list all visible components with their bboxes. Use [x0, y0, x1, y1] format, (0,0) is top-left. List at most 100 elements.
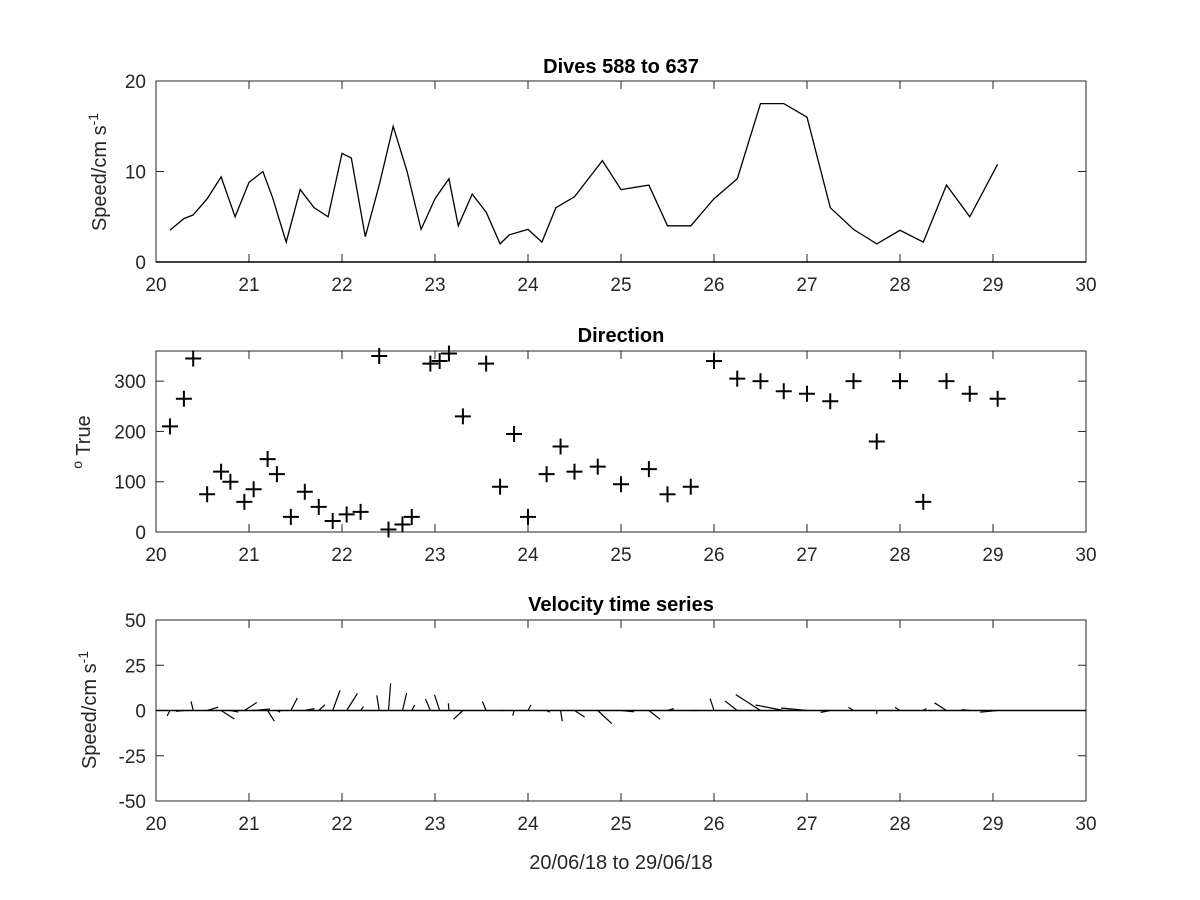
velocity-panel-xlabel: 20/06/18 to 29/06/18: [529, 852, 713, 874]
velocity-panel-velocity-stick: [424, 698, 431, 711]
direction-panel-xtick-label: 26: [703, 545, 724, 566]
direction-panel-xtick-label: 29: [982, 545, 1003, 566]
velocity-panel-velocity-stick: [387, 683, 392, 711]
direction-panel-point: [613, 476, 629, 493]
speed-panel-xtick-label: 22: [331, 275, 352, 296]
velocity-panel-xtick-label: 20: [145, 814, 166, 835]
direction-panel-xtick-label: 23: [424, 545, 445, 566]
velocity-panel-ytick-label: 50: [125, 611, 146, 632]
velocity-panel-velocity-stick: [346, 693, 358, 711]
direction-panel-point: [566, 463, 583, 480]
velocity-panel-velocity-stick: [597, 710, 613, 724]
direction-panel-point: [845, 373, 862, 390]
direction-panel-point: [245, 481, 262, 498]
direction-panel-point: [380, 521, 397, 538]
direction-panel-point: [352, 503, 369, 520]
direction-panel-point: [296, 483, 313, 500]
speed-panel-xtick-label: 26: [703, 275, 724, 296]
direction-panel-point: [552, 438, 569, 455]
velocity-panel-velocity-stick: [934, 702, 947, 712]
velocity-panel-velocity-stick: [481, 701, 487, 711]
velocity-panel-velocity-stick: [401, 692, 408, 711]
direction-panel-point: [752, 373, 769, 390]
velocity-panel-velocity-stick: [735, 694, 761, 712]
direction-panel-point: [268, 466, 285, 483]
direction-panel-point: [222, 473, 239, 490]
speed-panel-xtick-label: 25: [610, 275, 631, 296]
speed-panel-xtick-label: 27: [796, 275, 817, 296]
velocity-panel-velocity-stick: [290, 697, 298, 711]
velocity-panel-velocity-stick: [267, 710, 275, 722]
direction-panel-xtick-label: 27: [796, 545, 817, 566]
velocity-panel-velocity-stick: [230, 709, 239, 713]
velocity-panel-velocity-stick: [894, 706, 901, 712]
direction-panel-point: [868, 433, 885, 450]
velocity-panel-velocity-stick: [453, 710, 464, 720]
direction-panel-point: [799, 385, 815, 402]
velocity-panel-title: Velocity time series: [528, 594, 714, 616]
velocity-panel-velocity-stick: [648, 710, 661, 720]
speed-panel: Dives 588 to 637 Speed/cm s-1 20 21 22 23 24…: [85, 56, 1097, 296]
velocity-panel-velocity-stick: [709, 698, 715, 711]
direction-panel-point: [431, 353, 448, 370]
velocity-panel-ylabel-main: Speed/cm s: [79, 663, 101, 769]
direction-panel-point: [371, 348, 388, 365]
velocity-panel-xtick-label: 22: [331, 814, 352, 835]
speed-panel-xtick-label: 20: [145, 275, 166, 296]
velocity-panel-ytick-label: 25: [125, 656, 146, 677]
speed-panel-title: Dives 588 to 637: [543, 56, 699, 78]
direction-panel-point: [310, 498, 327, 515]
direction-panel-point: [282, 508, 299, 525]
direction-panel-ytick-label: 300: [114, 372, 146, 393]
direction-panel-point: [213, 463, 230, 480]
velocity-panel-velocity-stick: [433, 694, 441, 711]
direction-panel-point: [185, 350, 202, 367]
velocity-panel-velocity-stick: [724, 700, 738, 711]
direction-panel-point: [175, 390, 192, 407]
velocity-panel-velocity-stick: [848, 706, 854, 712]
direction-panel-ytick-label: 100: [114, 473, 146, 494]
direction-panel-title: Direction: [578, 325, 665, 347]
velocity-panel-velocity-stick: [166, 710, 171, 717]
direction-panel-point: [538, 466, 555, 483]
velocity-panel-velocity-stick: [304, 708, 315, 712]
velocity-panel-xtick-label: 23: [424, 814, 445, 835]
direction-panel-point: [338, 506, 355, 523]
speed-panel-xtick-label: 24: [517, 275, 539, 296]
direction-panel-ylabel-main: True: [73, 415, 95, 461]
direction-panel-xtick-label: 25: [610, 545, 631, 566]
direction-panel-point: [506, 425, 523, 442]
direction-panel-point: [440, 345, 457, 362]
direction-panel-point: [422, 355, 439, 372]
direction-panel-point: [822, 393, 839, 410]
velocity-panel-velocity-stick: [318, 704, 326, 711]
velocity-panel-ytick-label: 0: [135, 702, 146, 723]
direction-panel-xtick-label: 30: [1075, 545, 1096, 566]
direction-panel-point: [892, 373, 908, 390]
velocity-panel-xtick-label: 27: [796, 814, 817, 835]
velocity-panel-velocity-stick: [667, 708, 674, 712]
speed-panel-xtick-label: 21: [238, 275, 259, 296]
velocity-panel-velocity-stick: [411, 704, 416, 711]
direction-panel-xtick-label: 22: [331, 545, 352, 566]
direction-panel-point: [259, 451, 276, 468]
velocity-panel-velocity-stick: [620, 709, 635, 713]
velocity-panel: Velocity time series Speed/cm s-1 20/06/…: [75, 594, 1097, 874]
speed-panel-ytick-label: 20: [125, 72, 146, 93]
direction-panel-point: [403, 508, 420, 525]
direction-panel-xtick-label: 20: [145, 545, 166, 566]
direction-panel-point: [938, 373, 955, 390]
velocity-panel-velocity-stick: [176, 709, 184, 712]
velocity-panel-xtick-label: 25: [610, 814, 631, 835]
direction-panel-ylabel: o True: [69, 415, 95, 468]
velocity-panel-velocity-stick: [820, 709, 831, 713]
velocity-panel-ytick-label: -50: [119, 792, 146, 813]
velocity-panel-velocity-stick: [206, 706, 219, 712]
velocity-panel-velocity-stick: [780, 707, 808, 712]
direction-panel-xtick-label: 21: [238, 545, 259, 566]
direction-panel-point: [640, 461, 657, 478]
velocity-panel-xtick-label: 30: [1075, 814, 1096, 835]
direction-panel-xtick-label: 28: [889, 545, 910, 566]
speed-panel-xtick-label: 23: [424, 275, 445, 296]
